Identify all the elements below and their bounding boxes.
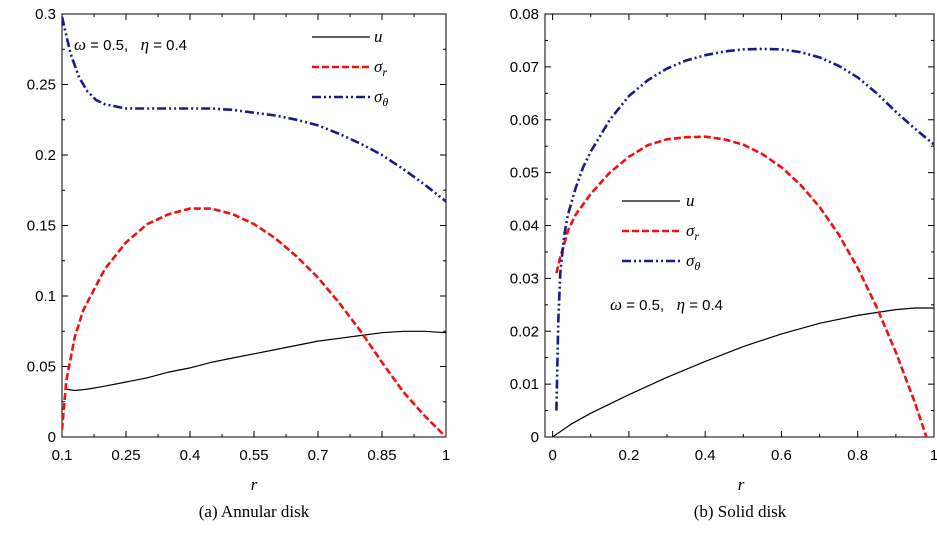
series-line-u xyxy=(552,307,934,437)
x-tick-label: 0.6 xyxy=(771,447,792,464)
x-tick-label: 0.4 xyxy=(180,447,201,464)
x-tick-label: 0.2 xyxy=(618,447,639,464)
x-axis-label: r xyxy=(251,475,258,494)
parameter-annotation: ω = 0.5, η = 0.4 xyxy=(74,35,187,54)
x-tick-label: 1 xyxy=(442,447,450,464)
legend-label: σr xyxy=(374,57,387,79)
y-tick-label: 0.02 xyxy=(510,323,539,340)
panel-solid-disk: 0 0.01 0.02 0.03 0.04 0.05 0.06 0.07 0.08 0 0.2 0.4… xyxy=(510,6,937,521)
x-tick-label: 0.85 xyxy=(367,447,396,464)
y-tick-label: 0.3 xyxy=(35,6,56,23)
y-tick-label: 0.25 xyxy=(27,77,56,94)
x-axis-label: r xyxy=(738,475,745,494)
x-tick-label: 0.25 xyxy=(111,447,140,464)
panel-caption: (a) Annular disk xyxy=(199,502,310,521)
y-tick-label: 0.04 xyxy=(510,218,539,235)
x-tick-label: 0 xyxy=(548,447,556,464)
y-tick-label: 0.06 xyxy=(510,112,539,129)
y-tick-label: 0.08 xyxy=(510,6,539,23)
y-tick-label: 0.15 xyxy=(27,218,56,235)
series-line-sigma-r xyxy=(555,135,928,437)
y-tick-label: 0.05 xyxy=(510,165,539,182)
y-tick-label: 0.03 xyxy=(510,270,539,287)
y-tick-label: 0 xyxy=(531,429,539,446)
y-tick-label: 0.2 xyxy=(35,147,56,164)
x-tick-label: 0.1 xyxy=(52,447,73,464)
legend-label: u xyxy=(374,27,383,46)
legend-label: σθ xyxy=(686,251,700,273)
y-tick-label: 0 xyxy=(48,429,56,446)
legend-label: σθ xyxy=(374,87,388,109)
legend-label: u xyxy=(686,191,695,210)
y-tick-label: 0.07 xyxy=(510,59,539,76)
y-tick-label: 0.1 xyxy=(35,288,56,305)
legend-label: σr xyxy=(686,221,699,243)
series-line-sigma-r xyxy=(62,207,446,437)
y-tick-label: 0.05 xyxy=(27,359,56,376)
parameter-annotation: ω = 0.5, η = 0.4 xyxy=(610,295,723,314)
plot-frame xyxy=(544,13,935,438)
x-tick-label: 0.4 xyxy=(695,447,716,464)
series-line-u xyxy=(66,330,446,392)
series-line-sigma-theta xyxy=(555,47,934,411)
x-tick-label: 0.55 xyxy=(239,447,268,464)
x-tick-label: 1 xyxy=(930,447,937,464)
series-line-sigma-theta xyxy=(62,16,446,203)
panel-annular-disk: 0 0.05 0.1 0.15 0.2 0.25 0.3 0.1 0.25 0.4 0.55 0.7 0… xyxy=(27,6,450,521)
panel-caption: (b) Solid disk xyxy=(694,502,787,521)
x-tick-label: 0.8 xyxy=(847,447,868,464)
x-tick-label: 0.7 xyxy=(308,447,329,464)
y-tick-label: 0.01 xyxy=(510,376,539,393)
